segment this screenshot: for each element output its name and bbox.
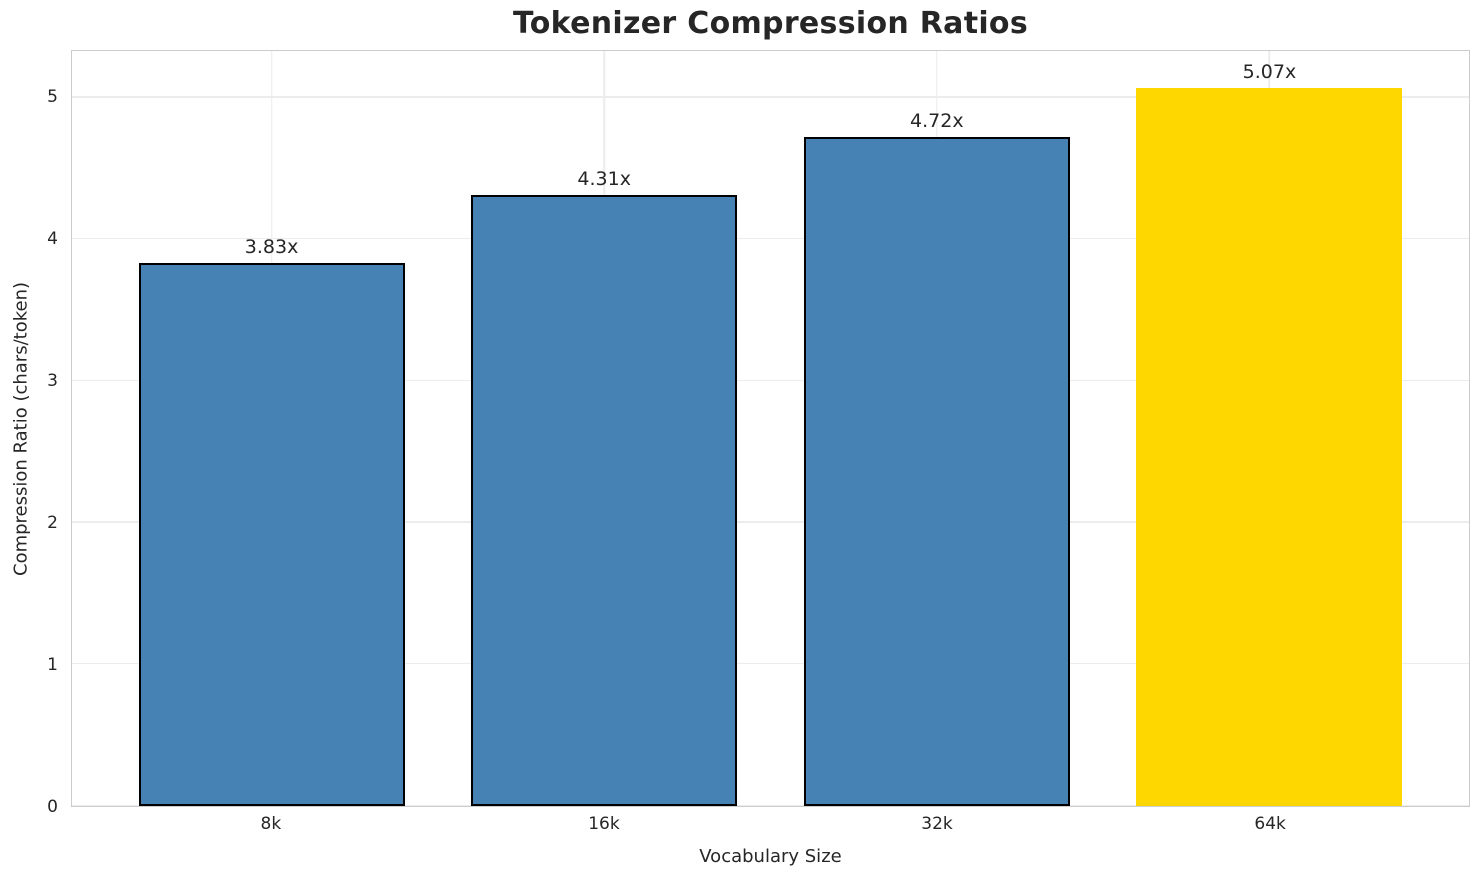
horizontal-gridline <box>72 96 1469 98</box>
y-tick-label: 1 <box>47 654 58 675</box>
y-tick-label: 0 <box>47 797 58 817</box>
bar-8k <box>138 263 405 806</box>
bar-16k <box>471 195 738 806</box>
y-tick-label: 3 <box>47 370 58 391</box>
x-axis-ticks: 8k 16k 32k 64k <box>71 814 1470 840</box>
horizontal-gridline <box>72 379 1469 382</box>
bar-64k <box>1136 87 1403 806</box>
bar-value-label: 3.83x <box>244 236 299 259</box>
horizontal-gridline <box>72 521 1469 523</box>
horizontal-gridline <box>72 237 1469 240</box>
x-axis-label: Vocabulary Size <box>699 846 842 867</box>
chart-title: Tokenizer Compression Ratios <box>512 6 1029 41</box>
x-tick-label: 64k <box>1254 814 1286 834</box>
y-axis-ticks: 0 1 2 3 4 5 <box>0 50 58 817</box>
bar-32k <box>803 137 1070 806</box>
horizontal-gridline <box>72 662 1469 665</box>
x-tick-label: 32k <box>921 814 953 834</box>
bar-value-label: 5.07x <box>1242 60 1297 83</box>
x-tick-label: 16k <box>588 814 620 834</box>
y-tick-label: 4 <box>47 228 58 249</box>
bar-value-label: 4.31x <box>577 168 631 191</box>
x-tick-label: 8k <box>260 814 282 834</box>
y-tick-label: 5 <box>47 86 58 107</box>
plot-area: 3.83x 4.31x 4.72x 5.07x <box>71 50 1470 807</box>
bar-value-label: 4.72x <box>910 110 964 133</box>
y-tick-label: 2 <box>47 512 58 533</box>
horizontal-gridline <box>72 804 1469 806</box>
